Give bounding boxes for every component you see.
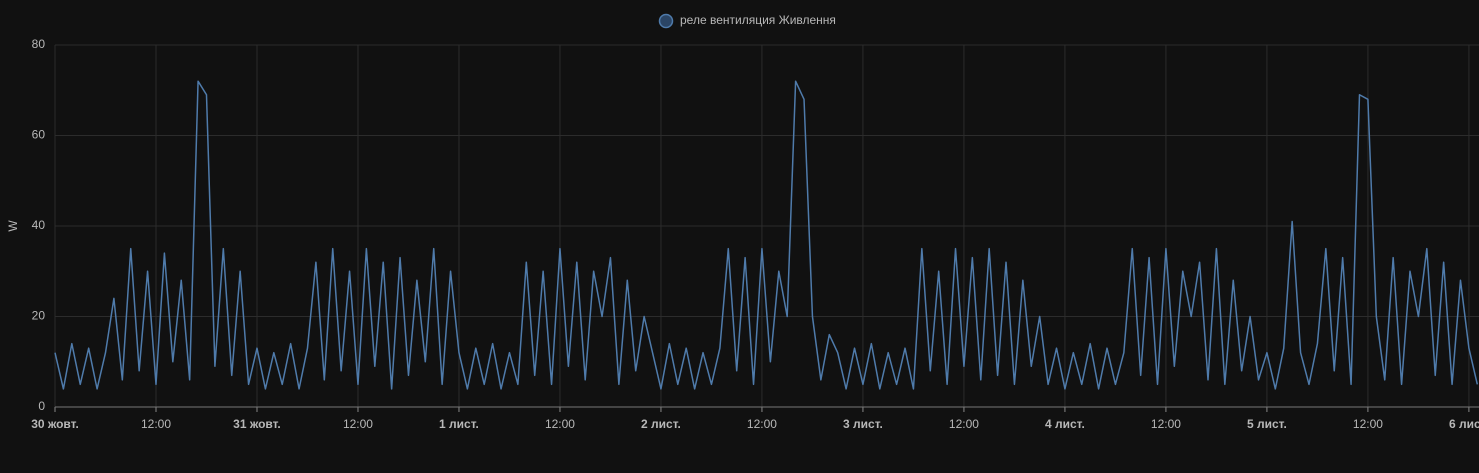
x-tick-label: 5 лист. — [1247, 417, 1287, 431]
x-tick-label: 12:00 — [1151, 417, 1181, 431]
legend-label[interactable]: реле вентиляция Живлення — [680, 13, 836, 27]
y-tick-label: 80 — [32, 37, 46, 51]
x-tick-label: 12:00 — [545, 417, 575, 431]
x-tick-label: 12:00 — [1353, 417, 1383, 431]
x-tick-label: 12:00 — [141, 417, 171, 431]
x-tick-label: 30 жовт. — [31, 417, 79, 431]
y-tick-label: 40 — [32, 218, 46, 232]
x-tick-label: 3 лист. — [843, 417, 883, 431]
x-tick-label: 6 лист. — [1449, 417, 1479, 431]
x-tick-label: 12:00 — [747, 417, 777, 431]
x-tick-label: 2 лист. — [641, 417, 681, 431]
y-axis-label: W — [6, 220, 20, 232]
x-tick-label: 4 лист. — [1045, 417, 1085, 431]
y-tick-label: 20 — [32, 309, 46, 323]
series-line — [54, 80, 1479, 390]
x-tick-label: 12:00 — [343, 417, 373, 431]
y-tick-label: 60 — [32, 128, 46, 142]
y-tick-label: 0 — [38, 399, 45, 413]
x-tick-label: 12:00 — [949, 417, 979, 431]
x-tick-label: 31 жовт. — [233, 417, 281, 431]
legend-marker[interactable] — [658, 13, 674, 29]
x-tick-label: 1 лист. — [439, 417, 479, 431]
